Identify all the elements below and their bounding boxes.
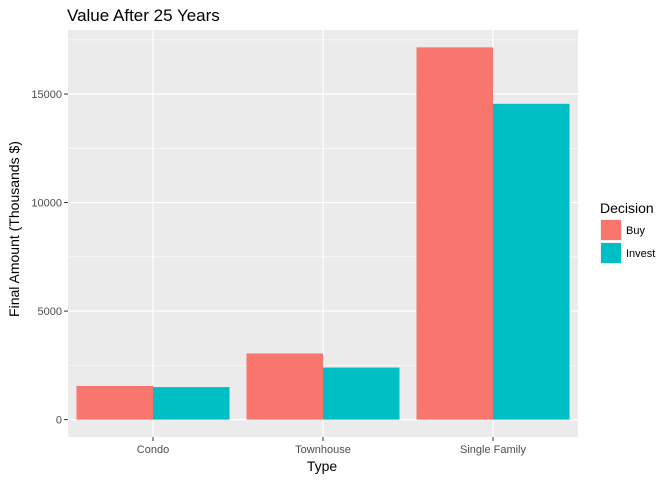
x-tick-label: Single Family [460, 444, 527, 456]
y-axis: 0 5000 10000 15000 [31, 89, 68, 427]
legend-label-invest: Invest [626, 248, 655, 260]
legend-key-invest [601, 243, 621, 263]
bars [76, 47, 570, 420]
bar-buy-single-family [416, 47, 493, 420]
x-axis: Condo Townhouse Single Family [137, 437, 527, 456]
bar-invest-single-family [493, 103, 570, 420]
legend-title: Decision [600, 200, 654, 216]
y-tick-label: 0 [56, 415, 62, 427]
x-axis-title: Type [307, 458, 338, 474]
legend: Decision Buy Invest [600, 200, 655, 264]
y-tick-label: 10000 [31, 198, 62, 210]
y-axis-title: Final Amount (Thousands $) [6, 141, 22, 317]
legend-key-buy [601, 220, 621, 240]
y-tick-label: 5000 [38, 306, 62, 318]
legend-label-buy: Buy [626, 225, 645, 237]
y-tick-label: 15000 [31, 89, 62, 101]
chart-title: Value After 25 Years [67, 6, 220, 25]
bar-buy-condo [76, 385, 153, 420]
x-tick-label: Condo [137, 444, 169, 456]
bar-invest-condo [153, 387, 230, 420]
bar-buy-townhouse [246, 353, 323, 420]
bar-invest-townhouse [323, 367, 400, 420]
x-tick-label: Townhouse [295, 444, 351, 456]
